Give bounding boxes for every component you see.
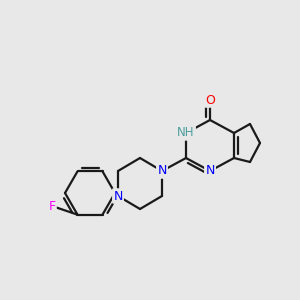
Text: N: N [205,164,215,178]
Text: NH: NH [177,127,195,140]
Text: O: O [205,94,215,106]
Text: N: N [157,164,167,178]
Text: N: N [113,190,123,202]
Text: F: F [48,200,56,212]
